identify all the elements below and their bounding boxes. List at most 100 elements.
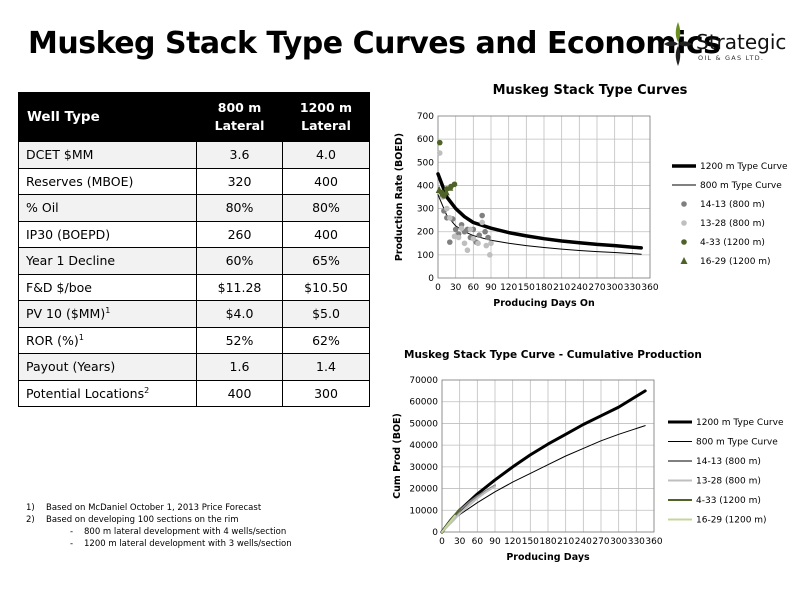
footnote-2-text: Based on developing 100 sections on the …	[46, 515, 239, 525]
x-tick-label: 90	[489, 537, 501, 547]
value-1200m: 62%	[282, 326, 370, 354]
data-point	[436, 139, 443, 146]
legend-label: 800 m Type Curve	[700, 181, 782, 191]
value-800m: 3.6	[196, 141, 283, 169]
row-label: Potential Locations2	[18, 379, 197, 407]
data-point	[435, 186, 443, 194]
row-label: IP30 (BOEPD)	[18, 220, 197, 248]
value-800m: $4.0	[196, 300, 283, 328]
legend-label: 4-33 (1200 m)	[700, 238, 765, 248]
y-tick-label: 600	[417, 135, 434, 145]
x-tick-label: 30	[450, 283, 462, 293]
row-label: Payout (Years)	[18, 353, 197, 381]
legend-label: 16-29 (1200 m)	[700, 257, 771, 267]
cumulative-production-chart: Muskeg Stack Type Curve - Cumulative Pro…	[392, 349, 784, 563]
row-label: ROR (%)1	[18, 326, 197, 354]
y-tick-label: 300	[417, 205, 434, 215]
data-point	[479, 219, 485, 226]
series-line	[436, 172, 643, 250]
header-800m: 800 m Lateral	[196, 92, 283, 142]
header-1200m-line2: Lateral	[301, 118, 351, 133]
x-tick-label: 300	[606, 283, 623, 293]
x-tick-label: 270	[592, 537, 609, 547]
footnote-1-text: Based on McDaniel October 1, 2013 Price …	[46, 503, 262, 513]
y-tick-label: 30000	[409, 463, 438, 473]
footnotes: 1) Based on McDaniel October 1, 2013 Pri…	[26, 502, 292, 550]
row-label-text: IP30 (BOEPD)	[26, 226, 111, 242]
x-tick-label: 0	[439, 537, 445, 547]
x-axis-label: Producing Days	[506, 552, 590, 563]
logo-wordmark: Strategic	[696, 30, 787, 54]
row-label-text: Reserves (MBOE)	[26, 173, 134, 189]
value-1200m: 80%	[282, 194, 370, 222]
value-800m: 52%	[196, 326, 283, 354]
data-point	[444, 205, 450, 212]
value-800m: 1.6	[196, 353, 283, 381]
x-tick-label: 60	[472, 537, 484, 547]
x-tick-label: 150	[518, 283, 535, 293]
value-800m: 320	[196, 167, 283, 195]
y-tick-label: 700	[417, 112, 434, 122]
value-1200m: 1.4	[282, 353, 370, 381]
legend-marker	[680, 257, 688, 264]
value-800m: $11.28	[196, 273, 283, 301]
y-tick-label: 100	[417, 251, 434, 261]
data-point	[488, 240, 494, 247]
row-label: % Oil	[18, 194, 197, 222]
header-1200m-line1: 1200 m	[299, 100, 353, 115]
footnote-ref: 2	[144, 385, 150, 395]
data-point	[475, 240, 481, 247]
footnote-2-sub-1-text: 800 m lateral development with 4 wells/s…	[84, 527, 287, 537]
x-tick-label: 330	[628, 537, 645, 547]
value-1200m: 65%	[282, 247, 370, 275]
value-1200m: $10.50	[282, 273, 370, 301]
legend-label: 13-28 (800 m)	[696, 477, 761, 487]
table-row: F&D $/boe $11.28 $10.50	[18, 273, 370, 301]
value-800m: 60%	[196, 247, 283, 275]
value-800m: 260	[196, 220, 283, 248]
table-row: Reserves (MBOE) 320 400	[18, 167, 370, 195]
chart-title: Muskeg Stack Type Curves	[493, 83, 688, 98]
y-tick-label: 10000	[409, 506, 438, 516]
x-tick-label: 300	[610, 537, 627, 547]
data-point	[483, 242, 490, 249]
header-800m-line1: 800 m	[217, 100, 262, 115]
value-800m: 400	[196, 379, 283, 407]
table-header-row: Well Type 800 m Lateral 1200 m Lateral	[18, 92, 370, 142]
row-label-text: Potential Locations	[26, 385, 145, 401]
series-line	[441, 485, 496, 533]
data-point	[446, 183, 454, 191]
y-tick-label: 40000	[409, 441, 438, 451]
value-1200m: 300	[282, 379, 370, 407]
x-tick-label: 180	[535, 283, 552, 293]
table-row: IP30 (BOEPD) 260 400	[18, 220, 370, 248]
x-tick-label: 360	[641, 283, 658, 293]
y-tick-label: 60000	[409, 398, 438, 408]
x-tick-label: 270	[588, 283, 605, 293]
data-point	[467, 226, 474, 233]
row-label: PV 10 ($MM)1	[18, 300, 197, 328]
data-point	[482, 228, 488, 235]
data-point	[464, 247, 471, 254]
y-tick-label: 70000	[409, 376, 438, 386]
legend-label: 16-29 (1200 m)	[696, 516, 767, 526]
value-800m: 80%	[196, 194, 283, 222]
page-title: Muskeg Stack Type Curves and Economics	[28, 26, 721, 61]
y-tick-label: 0	[428, 274, 434, 284]
x-tick-label: 360	[645, 537, 662, 547]
data-point	[485, 234, 491, 241]
data-point	[446, 215, 453, 221]
y-tick-label: 500	[417, 158, 434, 168]
x-tick-label: 240	[571, 283, 588, 293]
footnote-2-sub-1: - 800 m lateral development with 4 wells…	[26, 526, 292, 538]
y-tick-label: 0	[432, 528, 438, 538]
row-label-text: F&D $/boe	[26, 279, 92, 295]
data-point	[436, 150, 443, 156]
plot-area	[441, 379, 655, 533]
footnote-1-number: 1)	[26, 503, 35, 513]
header-well-type: Well Type	[18, 92, 197, 142]
x-tick-label: 150	[522, 537, 539, 547]
row-label: Reserves (MBOE)	[18, 167, 197, 195]
footnote-ref: 1	[78, 332, 84, 342]
row-label-text: Year 1 Decline	[26, 253, 116, 269]
